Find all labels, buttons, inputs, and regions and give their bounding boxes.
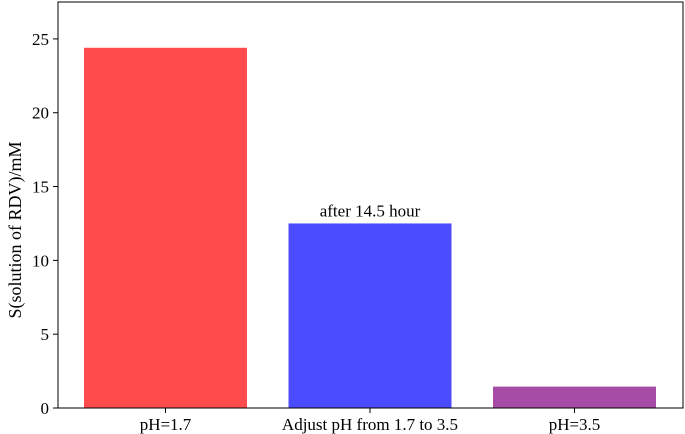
bar-annotation: after 14.5 hour [320, 201, 421, 220]
bar-ph-1-7 [84, 47, 247, 408]
bar-adjust-ph-from-1-7-to-3-5 [288, 223, 452, 408]
y-tick-label-20: 20 [32, 104, 49, 123]
y-tick-label-15: 15 [32, 178, 49, 197]
y-axis-label: S(solution of RDV)/mM [5, 141, 26, 318]
plot-frame [57, 1, 684, 409]
x-tick-label-ph-3-5: pH=3.5 [549, 415, 601, 434]
y-tick-label-5: 5 [41, 325, 50, 344]
y-tick-label-10: 10 [32, 251, 49, 270]
x-tick-label-ph-1-7: pH=1.7 [140, 415, 192, 434]
y-tick-label-25: 25 [32, 30, 49, 49]
x-tick-label-adjust-ph-from-1-7-to-3-5: Adjust pH from 1.7 to 3.5 [282, 415, 458, 434]
bar-ph-3-5 [493, 386, 656, 408]
y-tick-label-0: 0 [41, 399, 50, 418]
plot-area: pH=1.7 Adjust pH from 1.7 to 3.5 pH=3.5 aft… [32, 1, 684, 434]
